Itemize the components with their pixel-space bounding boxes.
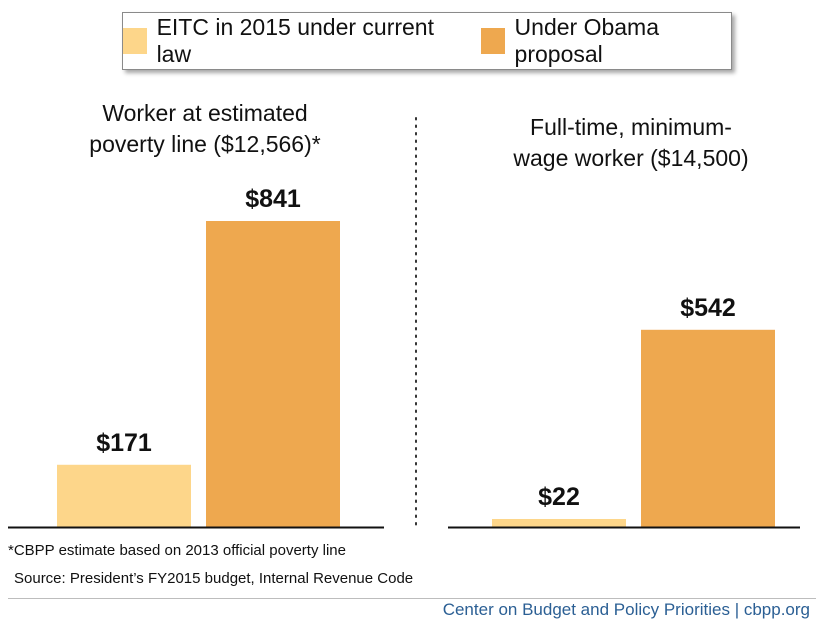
bar-minimum-wage-obama-proposal bbox=[641, 329, 775, 527]
footnote: *CBPP estimate based on 2013 official po… bbox=[8, 542, 346, 559]
data-label-poverty-line-obama-proposal: $841 bbox=[245, 185, 301, 213]
legend-label-current-law: EITC in 2015 under current law bbox=[156, 14, 434, 67]
legend-label-obama-proposal: Under Obama proposal bbox=[514, 14, 660, 67]
panel-title-poverty-line: Worker at estimated poverty line ($12,56… bbox=[89, 100, 321, 157]
legend-item-obama-proposal: Under Obama proposal bbox=[481, 14, 731, 68]
data-label-minimum-wage-current-law: $22 bbox=[538, 483, 580, 511]
data-label-poverty-line-current-law: $171 bbox=[96, 429, 152, 457]
bar-minimum-wage-current-law bbox=[492, 518, 626, 527]
legend-swatch-obama-proposal bbox=[481, 28, 505, 54]
legend-swatch-current-law bbox=[123, 28, 147, 54]
bar-poverty-line-current-law bbox=[57, 464, 191, 527]
data-label-minimum-wage-obama-proposal: $542 bbox=[680, 294, 736, 322]
bar-poverty-line-obama-proposal bbox=[206, 221, 340, 527]
footer-credit: Center on Budget and Policy Priorities |… bbox=[442, 600, 810, 619]
bar-chart: $171 $841 $22 $542 bbox=[8, 117, 800, 531]
chart-legend: EITC in 2015 under current law Under Oba… bbox=[122, 12, 732, 70]
panel-title-minimum-wage: Full-time, minimum- wage worker ($14,500… bbox=[513, 114, 749, 171]
source-note: Source: President’s FY2015 budget, Inter… bbox=[14, 570, 414, 587]
legend-item-current-law: EITC in 2015 under current law bbox=[123, 14, 445, 68]
footer-divider bbox=[8, 598, 816, 599]
